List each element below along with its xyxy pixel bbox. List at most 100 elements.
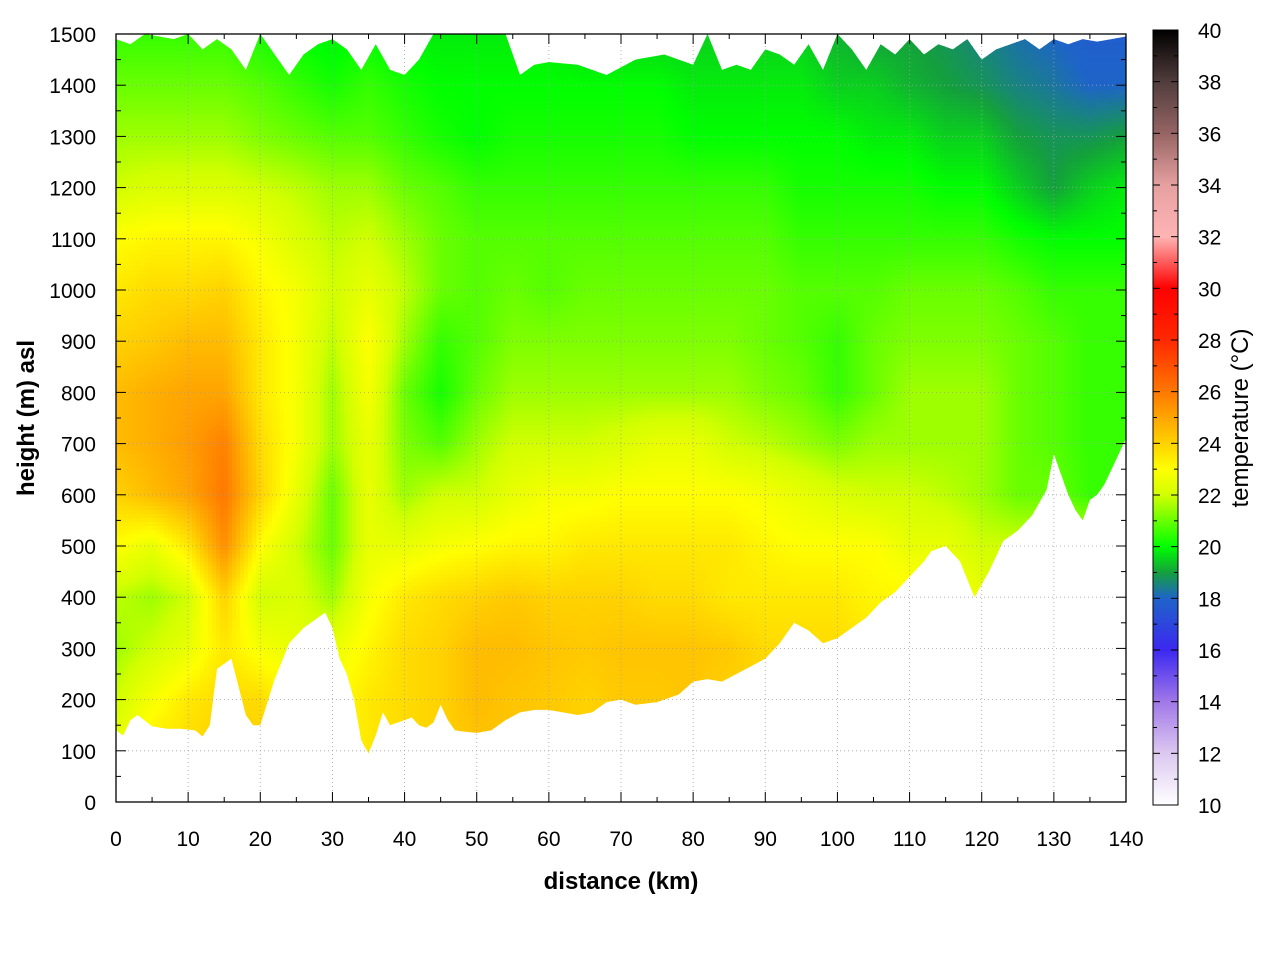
field-cell bbox=[564, 66, 569, 71]
field-cell bbox=[576, 74, 581, 79]
field-cell bbox=[1056, 86, 1061, 91]
field-cell bbox=[460, 94, 465, 99]
field-cell bbox=[180, 38, 185, 43]
field-cell bbox=[436, 54, 441, 59]
field-cell bbox=[316, 66, 321, 71]
field-cell bbox=[444, 66, 449, 71]
field-cell bbox=[136, 86, 141, 91]
field-cell bbox=[360, 70, 365, 75]
field-cell bbox=[852, 94, 857, 99]
field-cell bbox=[964, 42, 969, 47]
field-cell bbox=[1068, 90, 1073, 95]
field-cell bbox=[252, 78, 257, 83]
field-cell bbox=[532, 94, 537, 99]
field-cell bbox=[272, 66, 277, 71]
field-cell bbox=[120, 58, 125, 63]
field-cell bbox=[116, 54, 121, 59]
field-cell bbox=[808, 50, 813, 55]
field-cell bbox=[1076, 62, 1081, 67]
field-cell bbox=[1008, 62, 1013, 67]
field-cell bbox=[456, 82, 461, 87]
field-cell bbox=[688, 94, 693, 99]
field-cell bbox=[480, 82, 485, 87]
field-cell bbox=[664, 82, 669, 87]
field-cell bbox=[436, 94, 441, 99]
field-cell bbox=[328, 62, 333, 67]
field-cell bbox=[500, 66, 505, 71]
field-cell bbox=[708, 50, 713, 55]
field-cell bbox=[472, 94, 477, 99]
field-cell bbox=[372, 78, 377, 83]
field-cell bbox=[976, 86, 981, 91]
field-cell bbox=[1012, 70, 1017, 75]
field-cell bbox=[920, 62, 925, 67]
field-cell bbox=[252, 94, 257, 99]
field-cell bbox=[712, 70, 717, 75]
field-cell bbox=[948, 82, 953, 87]
field-cell bbox=[784, 94, 789, 99]
field-cell bbox=[852, 86, 857, 91]
field-cell bbox=[940, 58, 945, 63]
field-cell bbox=[696, 66, 701, 71]
field-cell bbox=[992, 70, 997, 75]
field-cell bbox=[800, 58, 805, 63]
field-cell bbox=[872, 82, 877, 87]
field-cell bbox=[700, 94, 705, 99]
field-cell bbox=[740, 94, 745, 99]
field-cell bbox=[884, 82, 889, 87]
field-cell bbox=[784, 86, 789, 91]
field-cell bbox=[740, 78, 745, 83]
field-cell bbox=[320, 46, 325, 51]
field-cell bbox=[464, 38, 469, 43]
field-cell bbox=[1064, 74, 1069, 79]
field-cell bbox=[228, 54, 233, 59]
field-cell bbox=[736, 70, 741, 75]
field-cell bbox=[1028, 86, 1033, 91]
field-cell bbox=[384, 82, 389, 87]
field-cell bbox=[496, 78, 501, 83]
field-cell bbox=[288, 94, 293, 99]
field-cell bbox=[1044, 90, 1049, 95]
field-cell bbox=[888, 78, 893, 83]
field-cell bbox=[1112, 50, 1117, 55]
field-cell bbox=[472, 54, 477, 59]
field-cell bbox=[200, 62, 205, 67]
field-cell bbox=[316, 90, 321, 95]
field-cell bbox=[792, 78, 797, 83]
field-cell bbox=[416, 74, 421, 79]
field-cell bbox=[260, 82, 265, 87]
field-cell bbox=[392, 78, 397, 83]
field-cell bbox=[1072, 62, 1077, 67]
field-cell bbox=[564, 70, 569, 75]
field-cell bbox=[624, 86, 629, 91]
field-cell bbox=[1120, 82, 1125, 87]
field-cell bbox=[224, 78, 229, 83]
field-cell bbox=[364, 66, 369, 71]
field-cell bbox=[120, 74, 125, 79]
field-cell bbox=[312, 50, 317, 55]
field-cell bbox=[432, 70, 437, 75]
field-cell bbox=[452, 90, 457, 95]
field-cell bbox=[728, 86, 733, 91]
field-cell bbox=[748, 90, 753, 95]
field-cell bbox=[468, 38, 473, 43]
field-cell bbox=[316, 58, 321, 63]
field-cell bbox=[852, 62, 857, 67]
field-cell bbox=[188, 42, 193, 47]
field-cell bbox=[1036, 62, 1041, 67]
field-cell bbox=[1100, 74, 1105, 79]
field-cell bbox=[484, 82, 489, 87]
field-cell bbox=[732, 70, 737, 75]
field-cell bbox=[1020, 62, 1025, 67]
field-cell bbox=[508, 78, 513, 83]
field-cell bbox=[904, 50, 909, 55]
field-cell bbox=[440, 54, 445, 59]
field-cell bbox=[128, 46, 133, 51]
field-cell bbox=[1012, 90, 1017, 95]
field-cell bbox=[840, 70, 845, 75]
field-cell bbox=[1080, 86, 1085, 91]
field-cell bbox=[816, 74, 821, 79]
field-cell bbox=[472, 86, 477, 91]
field-cell bbox=[516, 82, 521, 87]
field-cell bbox=[164, 90, 169, 95]
